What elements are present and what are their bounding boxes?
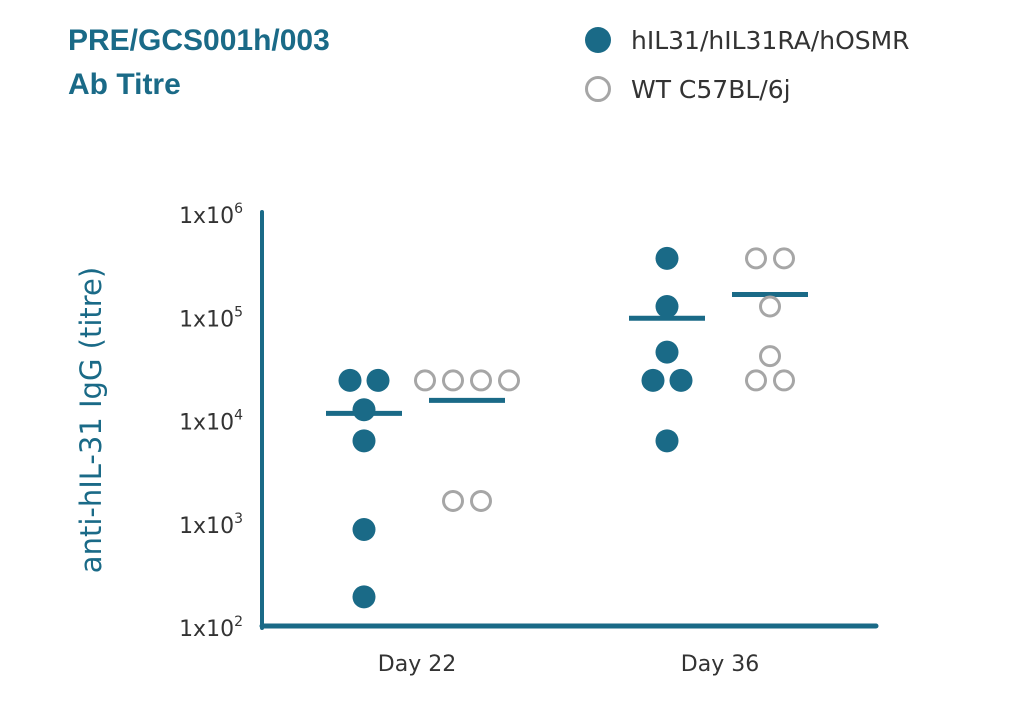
filled-circle-icon (585, 27, 611, 53)
data-point-wildtype (773, 369, 795, 392)
y-tick-label: 1x106 (179, 201, 243, 229)
data-point-wildtype (773, 247, 795, 270)
chart-title-line1: PRE/GCS001h/003 (68, 24, 330, 57)
data-point-wildtype (470, 489, 492, 512)
legend-label-transgenic: hIL31/hIL31RA/hOSMR (631, 25, 910, 55)
median-lines (326, 291, 808, 416)
data-point-wildtype (759, 345, 781, 368)
x-category-label: Day 22 (378, 652, 456, 677)
data-point-transgenic (641, 368, 665, 392)
y-axis-label: anti-hIL-31 IgG (titre) (74, 267, 108, 573)
data-point-wildtype (498, 369, 520, 392)
legend-item-wildtype: WT C57BL/6j (585, 71, 791, 107)
data-point-transgenic (352, 429, 376, 453)
data-point-transgenic (352, 398, 376, 422)
y-tick-label: 1x103 (179, 511, 243, 539)
x-category-label: Day 36 (681, 652, 759, 677)
data-point-transgenic (655, 294, 679, 318)
data-point-wildtype (442, 489, 464, 512)
legend-label-wildtype: WT C57BL/6j (631, 74, 791, 104)
x-category-labels: Day 22 Day 36 (378, 652, 759, 677)
data-point-transgenic (655, 340, 679, 364)
data-point-wildtype (470, 369, 492, 392)
data-point-wildtype (745, 247, 767, 270)
data-point-transgenic (655, 429, 679, 453)
data-point-wildtype (414, 369, 436, 392)
data-point-transgenic (669, 368, 693, 392)
data-point-wildtype (442, 369, 464, 392)
y-tick-labels: 1x102 1x103 1x104 1x105 1x106 (179, 201, 243, 642)
y-tick-label: 1x104 (179, 408, 243, 436)
data-point-wildtype (745, 369, 767, 392)
chart-title-line2: Ab Titre (68, 68, 181, 101)
open-circle-icon (585, 76, 611, 102)
data-point-transgenic (655, 246, 679, 270)
data-point-transgenic (352, 585, 376, 609)
y-tick-label: 1x105 (179, 304, 243, 332)
data-point-transgenic (338, 368, 362, 392)
chart-axes (259, 210, 879, 630)
data-points (338, 246, 795, 609)
data-point-transgenic (352, 517, 376, 541)
y-tick-label: 1x102 (179, 614, 243, 642)
legend-item-transgenic: hIL31/hIL31RA/hOSMR (585, 22, 910, 58)
data-point-transgenic (366, 368, 390, 392)
data-point-wildtype (759, 295, 781, 318)
